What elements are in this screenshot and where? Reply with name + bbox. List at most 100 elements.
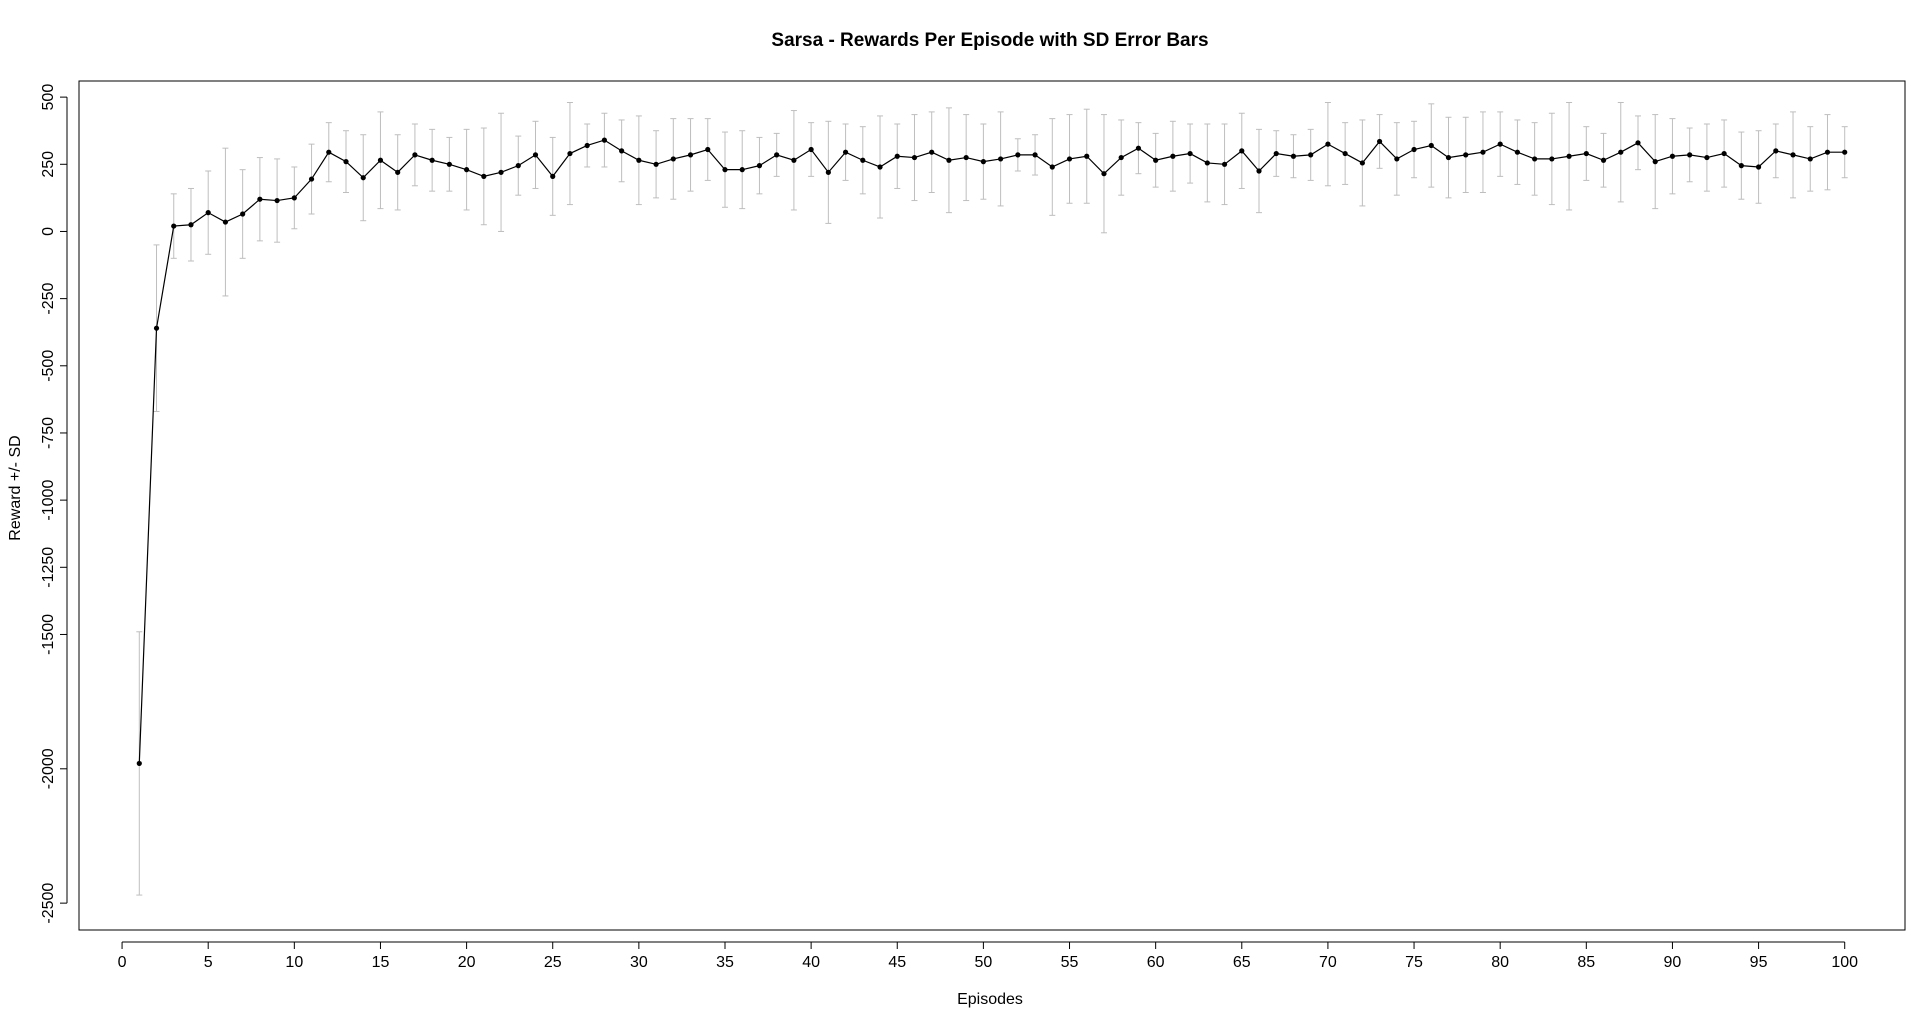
y-axis: 500 250 0 -250 -500 -750 -1000 -1250 -1500 -2000 -… (40, 84, 68, 924)
data-point-53 (1032, 152, 1038, 158)
x-tick-label-70: 70 (1319, 954, 1337, 971)
y-tick-label-500: 500 (40, 84, 57, 111)
data-point-47 (929, 149, 935, 155)
data-point-85 (1583, 150, 1589, 157)
data-point-7 (240, 211, 246, 217)
y-tick-label--1000: -1000 (40, 480, 57, 521)
error-bars (136, 101, 1848, 896)
data-point-86 (1600, 157, 1607, 163)
data-point-32 (670, 156, 676, 162)
data-point-4 (188, 222, 194, 228)
data-point-62 (1187, 150, 1193, 157)
data-point-66 (1256, 168, 1262, 174)
data-point-21 (481, 173, 487, 179)
data-point-59 (1135, 145, 1142, 151)
data-point-98 (1807, 156, 1813, 162)
data-point-79 (1480, 149, 1486, 155)
x-tick-label-75: 75 (1405, 954, 1423, 971)
data-point-68 (1290, 153, 1297, 159)
y-axis-label: Reward +/- SD (7, 435, 24, 540)
data-point-56 (1084, 153, 1090, 159)
data-point-67 (1273, 150, 1279, 157)
data-point-23 (515, 163, 521, 169)
data-point-12 (326, 149, 332, 155)
data-point-9 (274, 197, 280, 204)
x-tick-label-30: 30 (630, 954, 648, 971)
x-tick-label-40: 40 (802, 954, 820, 971)
plot-frame (78, 80, 1906, 931)
data-point-49 (963, 154, 969, 161)
data-point-71 (1342, 150, 1348, 157)
data-point-19 (446, 161, 452, 167)
data-point-44 (877, 164, 883, 170)
data-point-31 (653, 161, 659, 167)
data-point-78 (1463, 152, 1469, 158)
data-point-46 (911, 154, 918, 161)
data-point-41 (825, 169, 831, 175)
x-tick-label-35: 35 (716, 954, 734, 971)
data-point-94 (1738, 163, 1744, 169)
chart-title: Sarsa - Rewards Per Episode with SD Erro… (771, 30, 1208, 51)
x-tick-label-60: 60 (1147, 954, 1165, 971)
data-point-51 (998, 156, 1004, 162)
data-point-15 (377, 157, 384, 163)
data-point-74 (1394, 156, 1400, 162)
data-point-58 (1118, 154, 1124, 161)
data-point-60 (1153, 157, 1159, 163)
x-tick-label-10: 10 (285, 954, 303, 971)
x-tick-label-55: 55 (1061, 954, 1079, 971)
data-point-29 (619, 148, 625, 154)
data-point-65 (1239, 148, 1245, 154)
data-point-83 (1549, 156, 1555, 162)
y-tick-label--500: -500 (40, 350, 57, 382)
data-point-81 (1514, 149, 1521, 155)
series-line-group (138, 139, 1845, 764)
data-point-22 (498, 169, 504, 175)
data-point-89 (1652, 159, 1658, 165)
x-tick-label-45: 45 (888, 954, 906, 971)
data-point-80 (1497, 141, 1503, 147)
data-point-39 (791, 157, 797, 163)
data-point-14 (360, 175, 366, 181)
data-point-88 (1635, 140, 1641, 146)
data-point-63 (1204, 160, 1210, 166)
x-tick-label-25: 25 (544, 954, 562, 971)
data-point-52 (1015, 152, 1021, 158)
x-tick-label-90: 90 (1664, 954, 1682, 971)
series-line (138, 139, 1845, 764)
data-point-100 (1842, 149, 1848, 155)
data-point-3 (171, 223, 177, 229)
data-point-48 (946, 157, 952, 163)
data-point-61 (1170, 153, 1176, 159)
data-point-38 (774, 152, 780, 158)
data-point-27 (584, 142, 590, 149)
data-point-43 (860, 157, 866, 163)
y-tick-label--1500: -1500 (40, 614, 57, 655)
data-points (136, 137, 1848, 767)
data-point-25 (550, 173, 556, 179)
data-point-33 (687, 152, 694, 158)
data-point-35 (722, 167, 728, 173)
data-point-92 (1704, 154, 1710, 161)
data-point-93 (1721, 150, 1727, 157)
x-tick-label-0: 0 (118, 954, 127, 971)
data-point-34 (705, 146, 711, 153)
data-point-57 (1101, 171, 1107, 177)
data-point-42 (842, 149, 849, 155)
data-point-96 (1773, 148, 1779, 154)
data-point-99 (1824, 149, 1831, 155)
data-point-84 (1566, 153, 1572, 159)
data-point-10 (291, 195, 297, 201)
x-tick-label-50: 50 (974, 954, 992, 971)
y-tick-label--1250: -1250 (40, 547, 57, 588)
y-tick-label--750: -750 (40, 417, 57, 449)
data-point-16 (395, 169, 401, 175)
data-point-77 (1445, 154, 1452, 161)
data-point-55 (1066, 156, 1073, 162)
data-point-5 (205, 210, 211, 216)
data-point-18 (429, 157, 435, 163)
y-tick-label-0: 0 (40, 227, 57, 236)
x-tick-label-80: 80 (1491, 954, 1509, 971)
data-point-13 (343, 159, 349, 165)
